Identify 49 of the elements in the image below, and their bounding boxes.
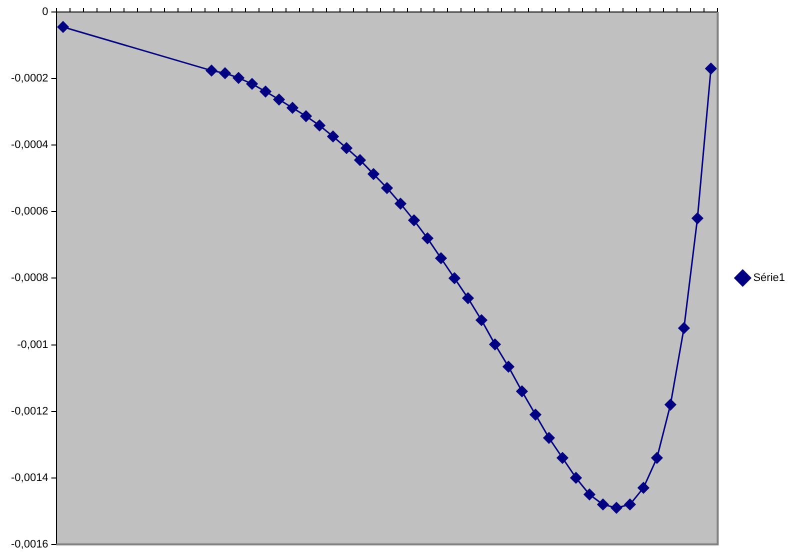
y-tick-label: -0,0008: [10, 272, 48, 284]
point: [354, 154, 366, 166]
point: [273, 94, 285, 106]
point: [584, 488, 596, 500]
point: [489, 338, 501, 350]
y-tick-label: -0,0012: [10, 405, 48, 418]
point: [448, 272, 460, 284]
y-tick-label: -0,0016: [10, 538, 48, 550]
point: [556, 452, 568, 464]
point: [394, 198, 406, 210]
point: [219, 67, 231, 79]
point: [260, 86, 272, 98]
point: [286, 102, 298, 114]
point: [530, 408, 542, 420]
point: [610, 502, 622, 514]
point: [408, 214, 420, 226]
point: [232, 72, 244, 84]
point: [435, 252, 447, 264]
point: [368, 168, 380, 180]
point: [597, 498, 609, 510]
point: [570, 472, 582, 484]
point: [462, 292, 474, 304]
point: [516, 386, 528, 398]
y-tick-label: -0,0002: [10, 72, 48, 85]
point: [476, 314, 488, 326]
y-tick-label: -0,0004: [10, 139, 48, 152]
point: [624, 498, 636, 510]
point: [678, 322, 690, 334]
point: [300, 110, 312, 122]
point: [206, 64, 218, 76]
point: [314, 120, 326, 132]
point: [327, 130, 339, 142]
point: [651, 452, 663, 464]
point: [381, 182, 393, 194]
point: [705, 62, 717, 74]
y-tick-label: -0,001: [17, 338, 48, 351]
y-tick-label: -0,0014: [10, 472, 48, 484]
point: [502, 360, 514, 372]
point: [422, 232, 434, 244]
point: [57, 21, 69, 33]
legend-label: Série1: [753, 272, 785, 284]
point: [664, 398, 676, 410]
point: [246, 78, 258, 90]
point: [638, 482, 650, 494]
y-tick-label: 0: [42, 6, 48, 18]
point: [692, 212, 704, 224]
y-tick-label: -0,0006: [10, 206, 48, 218]
point: [543, 432, 555, 444]
point: [340, 142, 352, 154]
